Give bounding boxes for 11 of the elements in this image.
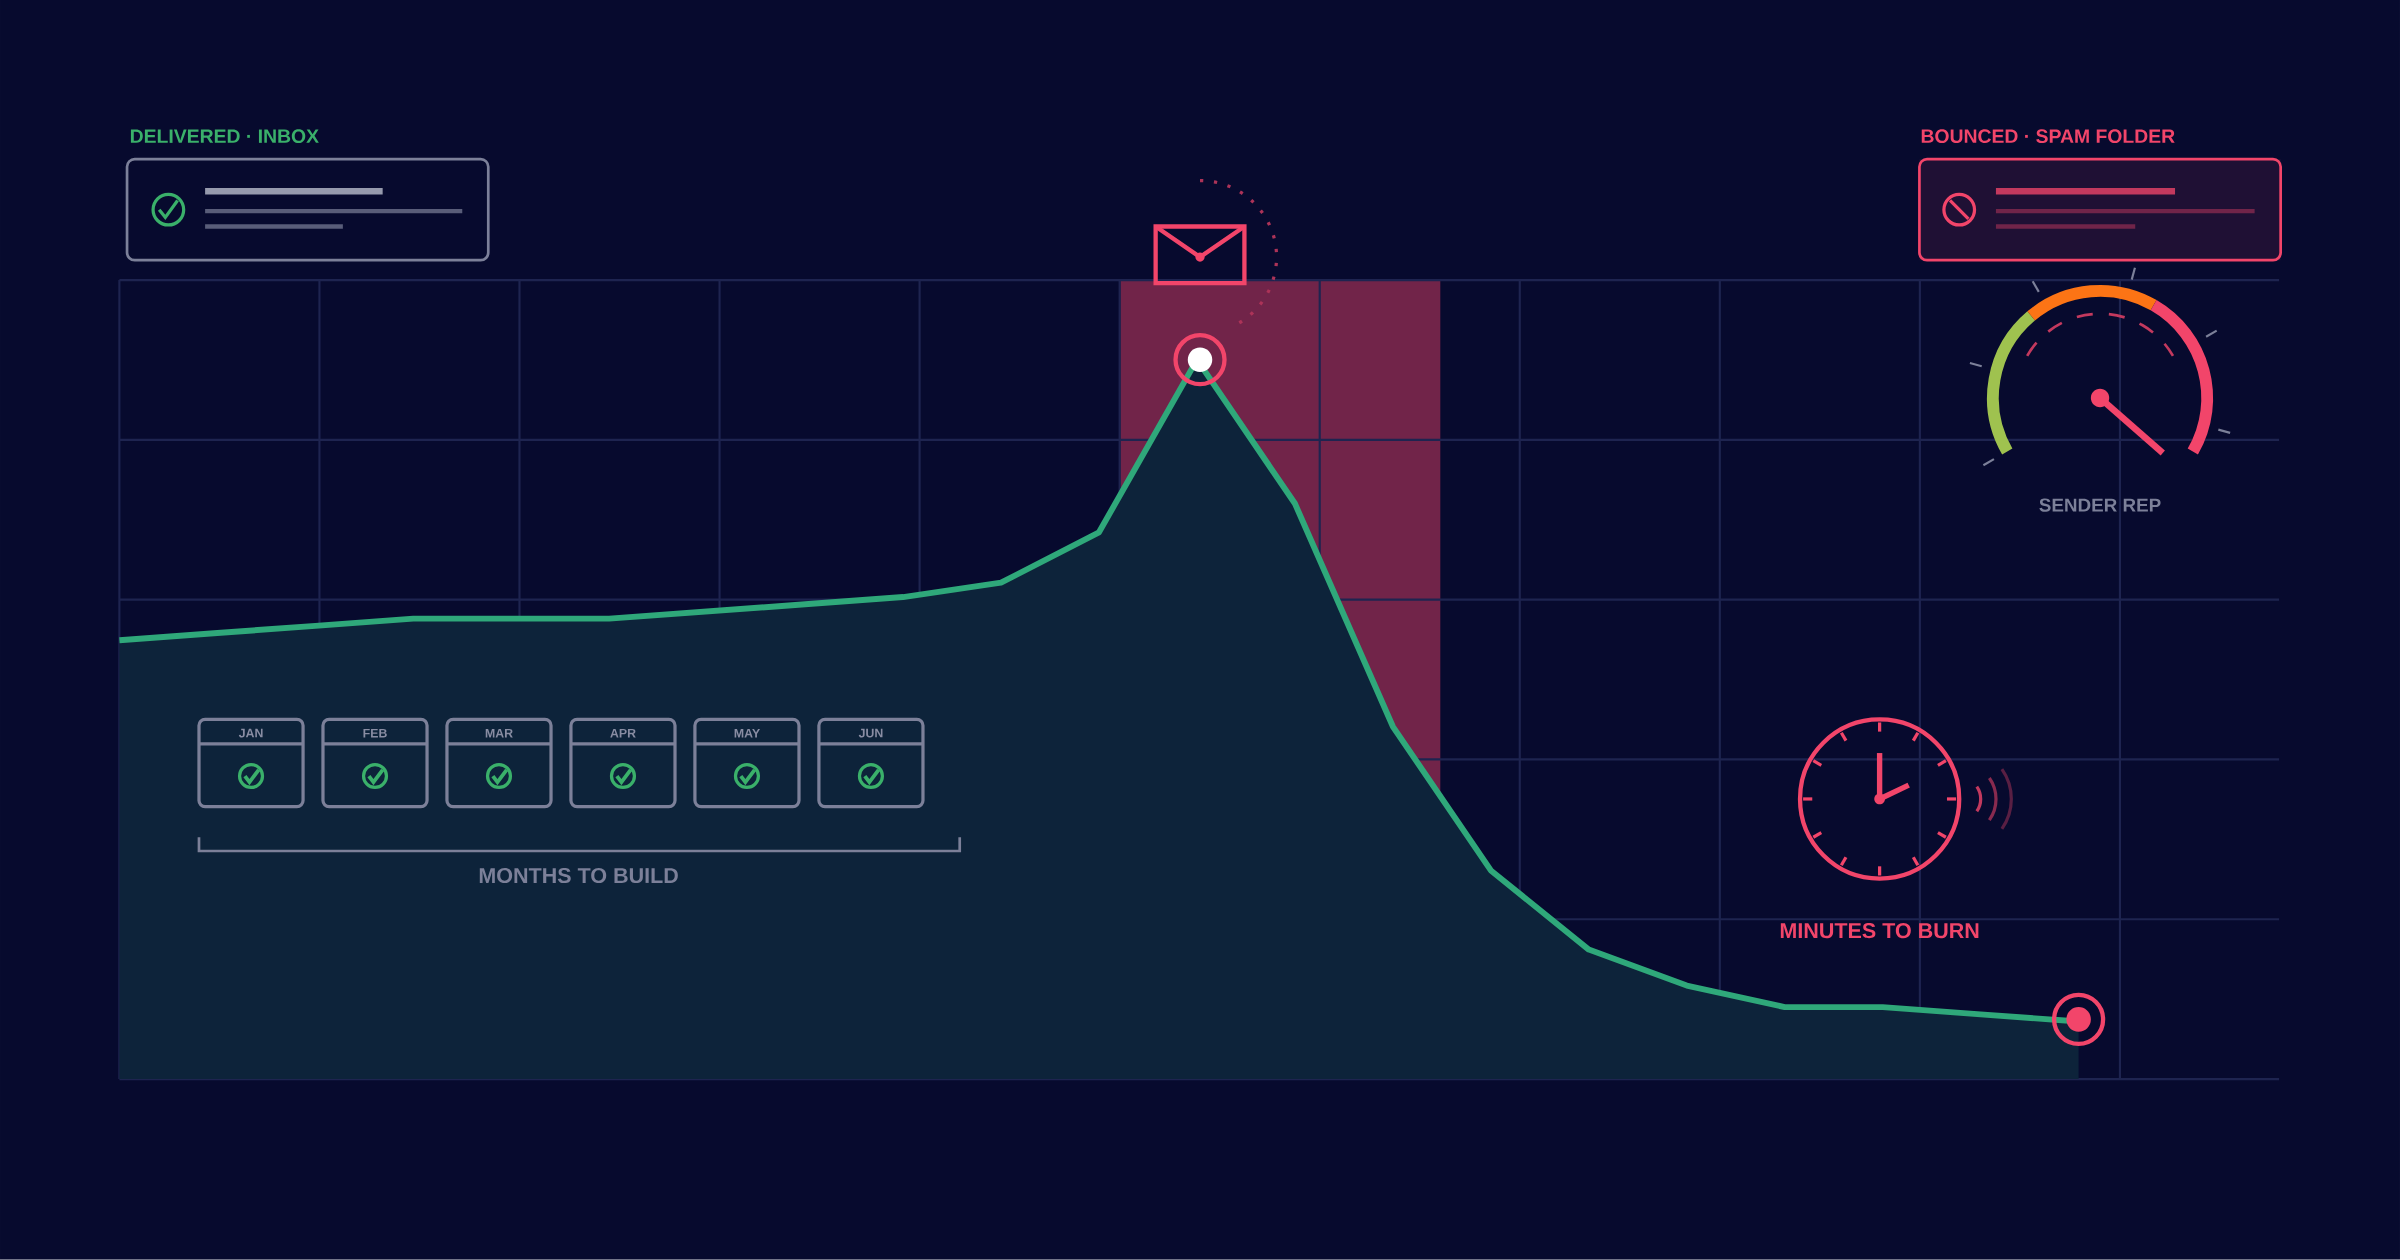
annotation: APR <box>610 729 636 738</box>
annotation: SENDER REP <box>2039 498 2161 512</box>
annotation: JAN <box>238 728 263 738</box>
annotation: JUN <box>858 728 883 738</box>
annotation: MAR <box>485 729 513 738</box>
text: BOUNCED · SPAM FOLDER <box>1921 129 2175 144</box>
text: DELIVERED · INBOX <box>130 129 319 144</box>
annotation: FEB <box>363 729 387 738</box>
annotation: MONTHS TO BUILD <box>479 868 678 884</box>
annotation: MINUTES TO BURN <box>1780 923 1979 939</box>
annotation: MAY <box>734 729 760 738</box>
